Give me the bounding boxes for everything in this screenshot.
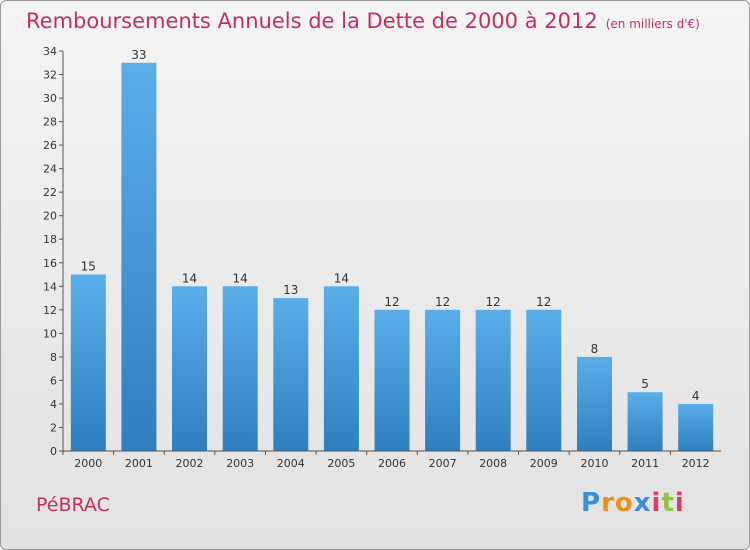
logo-letter: o [614, 488, 634, 518]
x-tick-label-2005: 2005 [327, 457, 355, 470]
y-tick-label-26: 26 [43, 139, 57, 152]
logo-letter: i [651, 488, 662, 518]
logo-letter: i [674, 488, 685, 518]
x-tick-label-2003: 2003 [226, 457, 254, 470]
x-tick-label-2001: 2001 [125, 457, 153, 470]
y-tick-label-16: 16 [43, 257, 57, 270]
data-label-2004: 13 [283, 283, 298, 297]
data-label-2011: 5 [641, 377, 649, 391]
logo-letter: P [581, 488, 602, 518]
bar-2008 [475, 309, 511, 451]
data-label-2001: 33 [131, 48, 146, 62]
y-tick-label-24: 24 [43, 163, 57, 176]
data-labels: 15 33 14 14 13 14 12 12 12 12 8 5 4 [81, 48, 700, 403]
data-label-2002: 14 [182, 271, 197, 285]
data-label-2003: 14 [233, 271, 248, 285]
y-tick-label-14: 14 [43, 280, 57, 293]
bar-2002 [172, 286, 207, 451]
y-tick-label-10: 10 [43, 327, 57, 340]
bar-2005 [323, 286, 359, 451]
y-tick-label-18: 18 [43, 233, 57, 246]
logo-letter: r [601, 488, 615, 518]
data-label-2008: 12 [486, 295, 501, 309]
commune-name: PéBRAC [36, 494, 110, 516]
data-label-2006: 12 [384, 295, 399, 309]
y-tick-label-4: 4 [50, 398, 57, 411]
bar-2000 [70, 274, 106, 451]
x-tick-label-2004: 2004 [277, 457, 305, 470]
bar-2011 [627, 392, 663, 451]
bar-2009 [526, 309, 562, 451]
bar-2001 [121, 62, 157, 452]
bars [70, 62, 714, 452]
data-label-2010: 8 [591, 342, 599, 356]
proxiti-logo: Proxiti [581, 488, 685, 518]
bar-2003 [222, 286, 258, 451]
axes: 2000 2001 2002 2003 2004 2005 2006 2007 2008 2009… [43, 45, 721, 470]
x-tick-label-2010: 2010 [581, 457, 609, 470]
y-tick-label-2: 2 [50, 422, 57, 435]
data-label-2009: 12 [536, 295, 551, 309]
data-label-2005: 14 [334, 271, 349, 285]
logo-letter: t [661, 488, 675, 518]
y-tick-label-30: 30 [43, 92, 57, 105]
bar-2006 [374, 309, 410, 451]
bar-2012 [678, 403, 714, 451]
x-tick-label-2006: 2006 [378, 457, 406, 470]
x-tick-label-2009: 2009 [530, 457, 558, 470]
bar-2004 [273, 298, 309, 451]
x-tick-label-2002: 2002 [176, 457, 204, 470]
y-tick-label-6: 6 [50, 374, 57, 387]
data-label-2007: 12 [435, 295, 450, 309]
logo-letter: x [633, 488, 652, 518]
data-label-2012: 4 [692, 389, 700, 403]
x-tick-label-2007: 2007 [429, 457, 457, 470]
bar-2007 [425, 309, 461, 451]
chart-title: Remboursements Annuels de la Dette de 20… [26, 9, 700, 33]
y-tick-label-12: 12 [43, 304, 57, 317]
chart-unit-label: (en milliers d'€) [605, 17, 700, 31]
bar-2010 [577, 356, 612, 451]
y-tick-label-34: 34 [43, 45, 57, 58]
y-tick-label-32: 32 [43, 69, 57, 82]
y-tick-label-8: 8 [50, 351, 57, 364]
x-tick-label-2000: 2000 [74, 457, 102, 470]
chart-title-text: Remboursements Annuels de la Dette de 20… [26, 9, 598, 33]
x-tick-label-2012: 2012 [682, 457, 710, 470]
x-tick-label-2011: 2011 [631, 457, 659, 470]
y-tick-label-20: 20 [43, 210, 57, 223]
x-tick-label-2008: 2008 [479, 457, 507, 470]
y-tick-label-28: 28 [43, 116, 57, 129]
data-label-2000: 15 [81, 260, 96, 274]
y-tick-label-22: 22 [43, 186, 57, 199]
y-tick-label-0: 0 [50, 445, 57, 458]
